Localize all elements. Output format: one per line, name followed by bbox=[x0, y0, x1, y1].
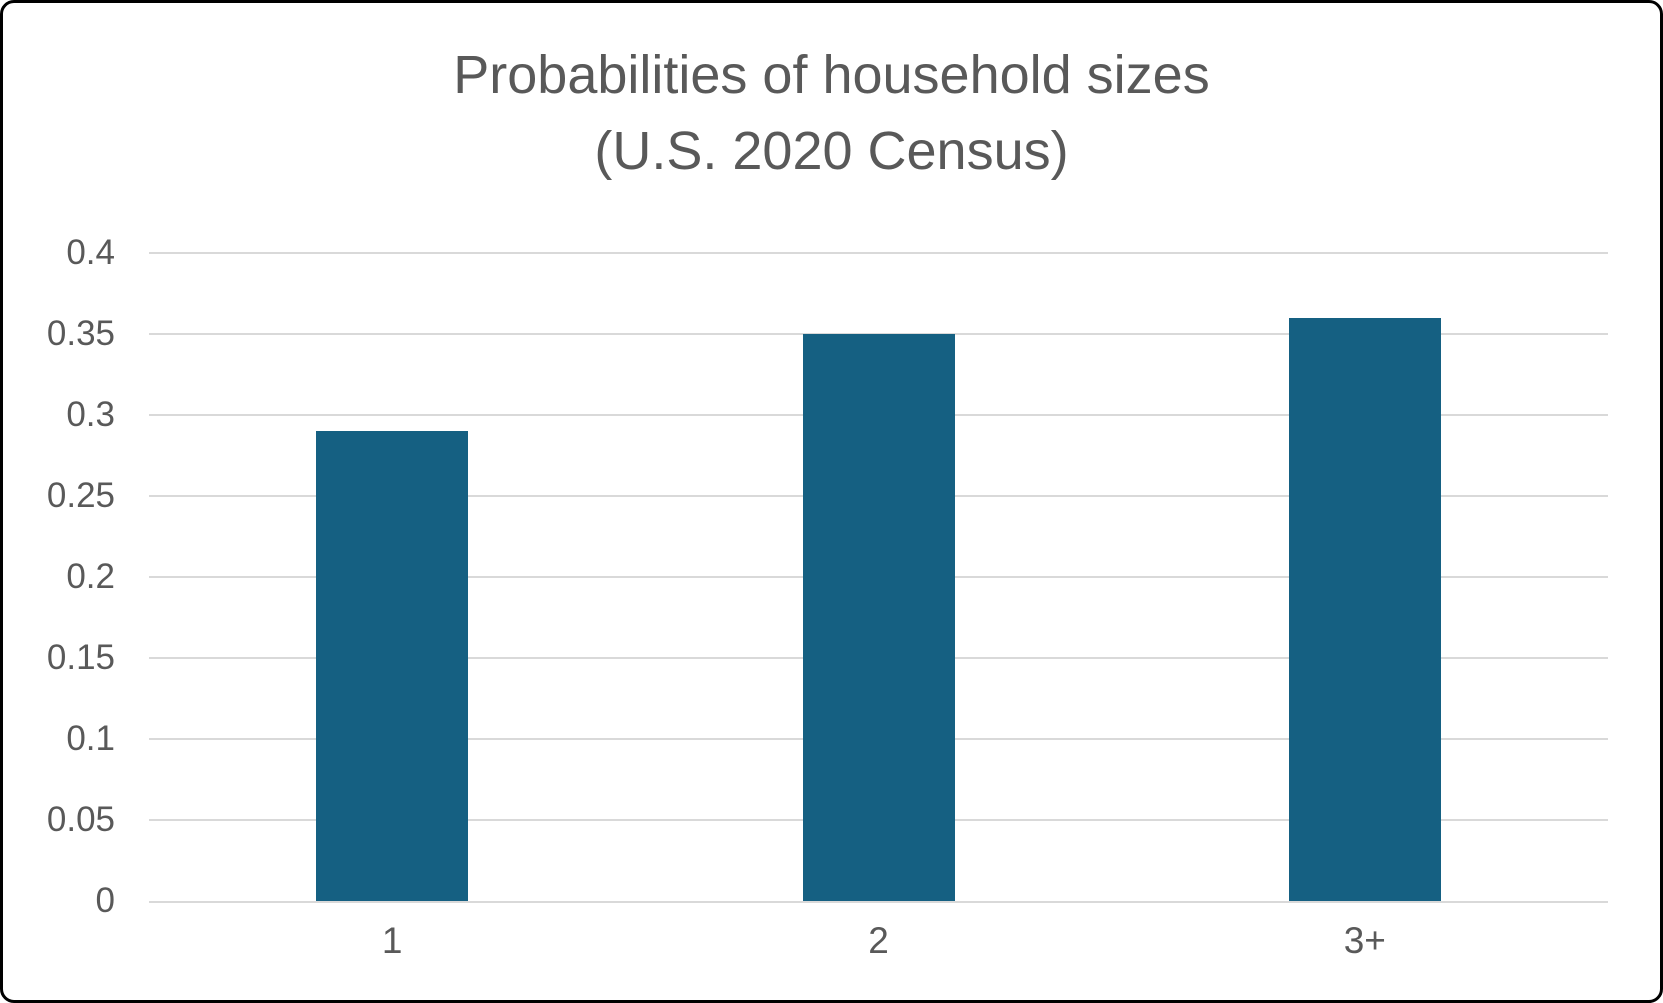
y-tick-label: 0.1 bbox=[66, 719, 115, 758]
x-tick-label: 1 bbox=[381, 920, 403, 961]
y-tick-label: 0 bbox=[95, 881, 115, 920]
chart-title-block: Probabilities of household sizes (U.S. 2… bbox=[3, 37, 1660, 189]
chart-title: Probabilities of household sizes bbox=[453, 45, 1210, 105]
y-axis-labels: 0 0.05 0.1 0.15 0.2 0.25 0.3 0.35 0.4 bbox=[3, 233, 115, 920]
bar-category-1 bbox=[316, 431, 469, 901]
bar-category-3+ bbox=[1288, 317, 1441, 901]
gridline bbox=[149, 252, 1608, 254]
chart-subtitle: (U.S. 2020 Census) bbox=[594, 121, 1069, 181]
y-tick-label: 0.05 bbox=[46, 800, 115, 839]
y-tick-label: 0.35 bbox=[46, 314, 115, 353]
x-tick-label: 3+ bbox=[1343, 920, 1386, 961]
y-tick-label: 0.15 bbox=[46, 638, 115, 677]
y-tick-label: 0.4 bbox=[66, 233, 115, 272]
x-tick-label: 2 bbox=[868, 920, 889, 961]
y-tick-label: 0.2 bbox=[66, 557, 115, 596]
plot-area bbox=[149, 252, 1608, 903]
bar-category-2 bbox=[802, 334, 955, 901]
x-axis-labels: 1 2 3+ bbox=[149, 917, 1608, 965]
y-tick-label: 0.3 bbox=[66, 395, 115, 434]
y-tick-label: 0.25 bbox=[46, 476, 115, 515]
